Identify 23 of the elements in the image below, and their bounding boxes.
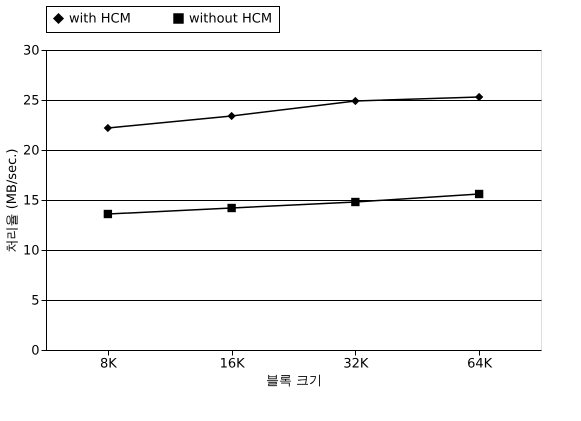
y-axis-title: 처리율 (MB/sec.) bbox=[4, 148, 20, 252]
x-tick-label: 8K bbox=[100, 356, 118, 372]
legend-label: without HCM bbox=[189, 12, 272, 27]
y-tick-label: 10 bbox=[22, 244, 40, 258]
y-tick-label: 5 bbox=[31, 294, 40, 308]
point bbox=[474, 92, 484, 102]
point bbox=[104, 210, 112, 218]
x-tick-label: 16K bbox=[220, 356, 246, 372]
y-tick-label: 20 bbox=[22, 144, 40, 158]
point bbox=[351, 96, 360, 106]
point bbox=[474, 190, 484, 198]
y-tick-label: 15 bbox=[22, 194, 40, 208]
point bbox=[351, 198, 360, 206]
point bbox=[227, 204, 236, 212]
point bbox=[227, 112, 236, 120]
x-tick-label: 64K bbox=[467, 356, 493, 372]
point bbox=[104, 124, 112, 132]
x-axis-title: 블록 크기 bbox=[266, 374, 322, 388]
x-tick-label: 32K bbox=[343, 356, 369, 372]
y-tick-label: 30 bbox=[22, 44, 40, 58]
legend-label: with HCM bbox=[69, 12, 131, 27]
y-tick-label: 25 bbox=[22, 94, 40, 108]
y-tick-label: 0 bbox=[31, 344, 40, 358]
